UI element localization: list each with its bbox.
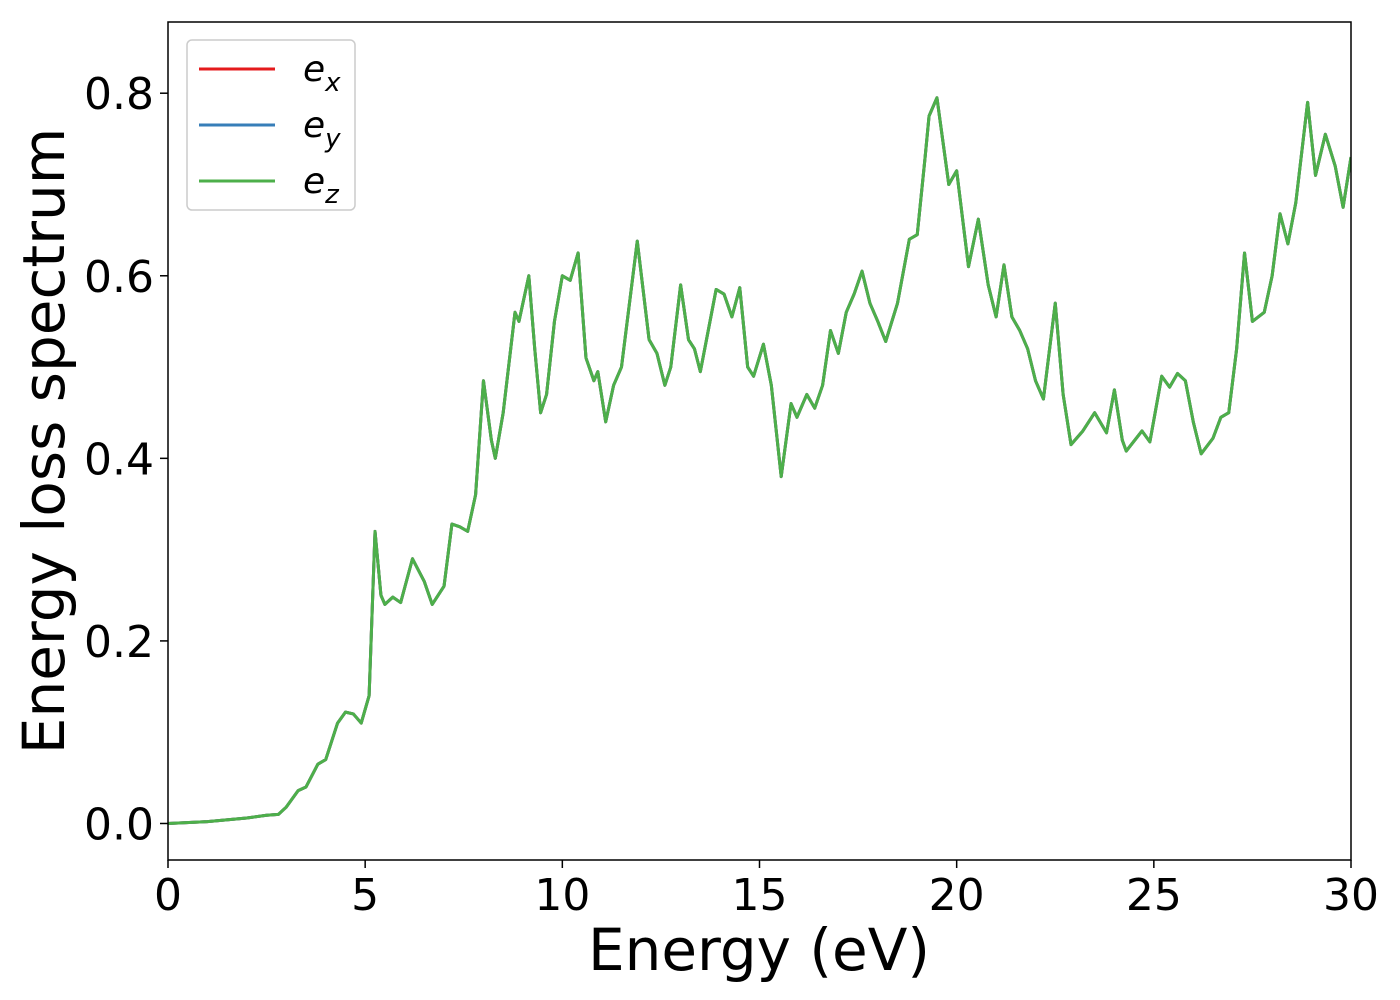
x-tick-label: 25 (1126, 870, 1182, 921)
x-axis-label: Energy (eV) (588, 916, 930, 984)
plot-frame (167, 21, 1352, 861)
x-tick-label: 10 (534, 870, 590, 921)
legend-label: ex (303, 49, 341, 98)
y-tick-label: 0.8 (84, 69, 154, 120)
x-tick-label: 20 (929, 870, 985, 921)
x-tick-label: 5 (351, 870, 379, 921)
legend-label: ey (303, 105, 341, 154)
legend-label: ez (303, 161, 340, 210)
x-tick-label: 15 (732, 870, 788, 921)
x-tick-label: 30 (1323, 870, 1379, 921)
y-axis-label: Energy loss spectrum (10, 128, 78, 754)
y-tick-label: 0.6 (84, 252, 154, 303)
y-tick-label: 0.2 (84, 617, 154, 668)
y-tick-label: 0.0 (84, 799, 154, 850)
x-tick-label: 0 (154, 870, 182, 921)
series-line (168, 96, 1351, 825)
y-tick-label: 0.4 (84, 434, 154, 485)
